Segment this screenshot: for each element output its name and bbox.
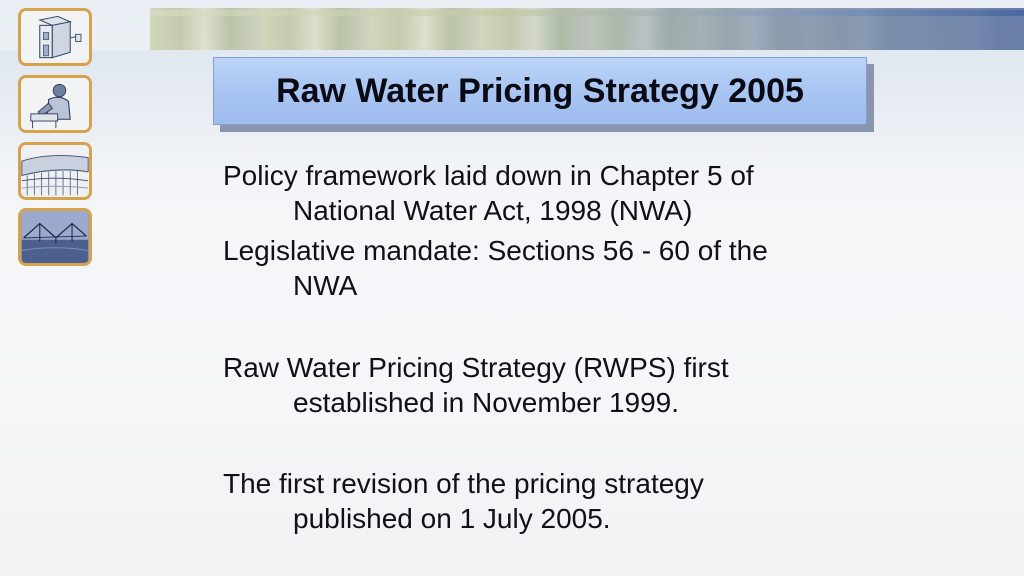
paragraph-legislative-mandate: Legislative mandate: Sections 56 - 60 of… bbox=[223, 233, 863, 303]
thumbnail-water-tower bbox=[18, 8, 92, 66]
paragraph-policy-framework: Policy framework laid down in Chapter 5 … bbox=[223, 158, 863, 228]
paragraph-line: Raw Water Pricing Strategy (RWPS) first bbox=[223, 352, 729, 383]
paragraph-line-indent: NWA bbox=[293, 270, 358, 301]
dam-icon bbox=[21, 145, 89, 197]
header-banner-strip bbox=[150, 10, 1024, 16]
paragraph-line-indent: published on 1 July 2005. bbox=[293, 503, 611, 534]
thumbnail-worker bbox=[18, 75, 92, 133]
paragraph-rwps-established: Raw Water Pricing Strategy (RWPS) first … bbox=[223, 350, 863, 420]
paragraph-first-revision: The first revision of the pricing strate… bbox=[223, 466, 863, 536]
water-tower-icon bbox=[21, 11, 89, 63]
worker-icon bbox=[21, 78, 89, 130]
paragraph-line: Legislative mandate: Sections 56 - 60 of… bbox=[223, 235, 768, 266]
irrigation-icon bbox=[21, 211, 89, 263]
paragraph-line: The first revision of the pricing strate… bbox=[223, 468, 704, 499]
paragraph-line: Policy framework laid down in Chapter 5 … bbox=[223, 160, 754, 191]
title-box: Raw Water Pricing Strategy 2005 bbox=[213, 57, 867, 125]
slide-title: Raw Water Pricing Strategy 2005 bbox=[276, 71, 804, 110]
thumbnail-irrigation bbox=[18, 208, 92, 266]
thumbnail-dam bbox=[18, 142, 92, 200]
paragraph-line-indent: established in November 1999. bbox=[293, 387, 680, 418]
paragraph-line-indent: National Water Act, 1998 (NWA) bbox=[293, 195, 693, 226]
